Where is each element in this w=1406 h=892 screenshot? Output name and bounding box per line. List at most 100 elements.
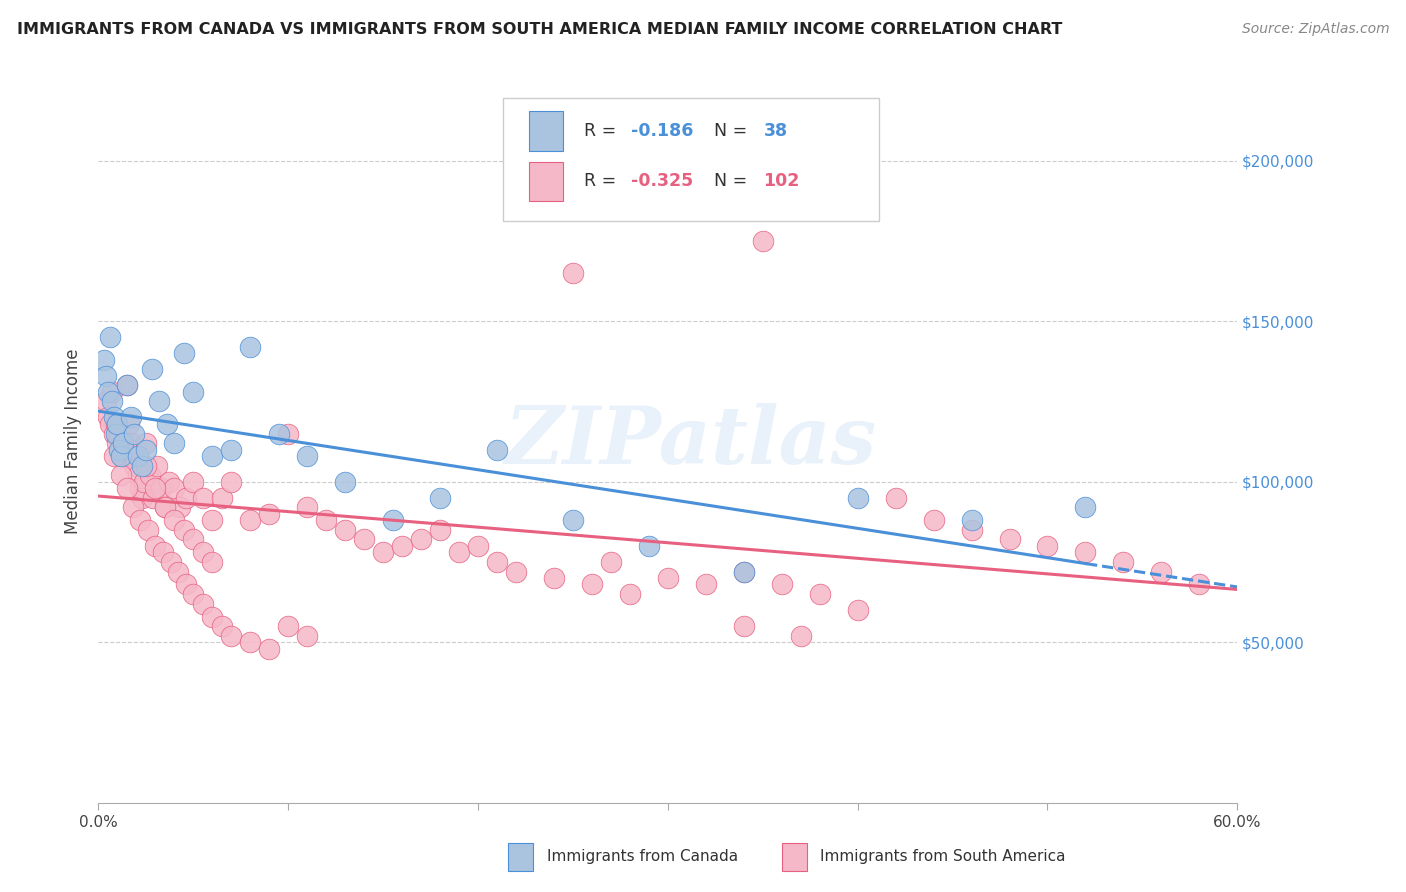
Point <box>125 442 148 457</box>
Text: N =: N = <box>703 122 752 140</box>
Point <box>135 458 157 473</box>
Point <box>98 417 121 431</box>
Point <box>142 491 165 505</box>
Point <box>93 352 115 367</box>
Point <box>103 410 125 425</box>
Point <box>98 330 121 344</box>
Point <box>167 565 190 579</box>
Point <box>135 436 157 450</box>
Point <box>94 368 117 383</box>
Point <box>156 417 179 431</box>
Point <box>120 410 142 425</box>
Text: Source: ZipAtlas.com: Source: ZipAtlas.com <box>1241 22 1389 37</box>
Point <box>657 571 679 585</box>
Point <box>1188 577 1211 591</box>
Point <box>297 449 319 463</box>
Point <box>135 442 157 457</box>
Point <box>259 507 281 521</box>
Point <box>790 629 813 643</box>
Point <box>562 513 585 527</box>
Point <box>733 565 755 579</box>
Point <box>884 491 907 505</box>
Point <box>127 468 149 483</box>
FancyBboxPatch shape <box>509 843 533 871</box>
Point <box>107 436 129 450</box>
Point <box>153 500 176 515</box>
Point <box>131 458 153 473</box>
Point <box>110 468 132 483</box>
Point <box>112 436 135 450</box>
Point <box>211 491 233 505</box>
Point <box>619 587 641 601</box>
Point <box>391 539 413 553</box>
Point <box>121 449 143 463</box>
Point <box>141 362 163 376</box>
Point <box>118 417 141 431</box>
Y-axis label: Median Family Income: Median Family Income <box>65 349 83 534</box>
Point <box>104 426 127 441</box>
FancyBboxPatch shape <box>529 111 562 151</box>
Point <box>100 384 122 399</box>
Text: IMMIGRANTS FROM CANADA VS IMMIGRANTS FROM SOUTH AMERICA MEDIAN FAMILY INCOME COR: IMMIGRANTS FROM CANADA VS IMMIGRANTS FRO… <box>17 22 1063 37</box>
Point <box>922 513 945 527</box>
Point <box>174 577 197 591</box>
Point <box>129 513 152 527</box>
Point <box>127 449 149 463</box>
Point <box>733 619 755 633</box>
Point <box>108 442 131 457</box>
Point <box>157 475 180 489</box>
FancyBboxPatch shape <box>503 98 879 221</box>
Point <box>1074 545 1097 559</box>
Text: R =: R = <box>583 172 621 190</box>
Text: N =: N = <box>703 172 752 190</box>
Point <box>129 481 152 495</box>
Point <box>846 491 869 505</box>
Point <box>97 384 120 399</box>
Point <box>381 513 404 527</box>
Point <box>110 449 132 463</box>
Point <box>100 394 122 409</box>
Point <box>110 449 132 463</box>
Point <box>163 513 186 527</box>
Point <box>107 417 129 431</box>
Point <box>239 513 262 527</box>
Point <box>221 442 243 457</box>
Point <box>695 577 717 591</box>
Point <box>600 555 623 569</box>
Point <box>221 629 243 643</box>
Point <box>846 603 869 617</box>
Point <box>467 539 489 553</box>
Text: R =: R = <box>583 122 621 140</box>
Point <box>770 577 793 591</box>
Point <box>115 481 138 495</box>
Point <box>201 449 224 463</box>
Point <box>277 619 299 633</box>
Point <box>429 523 451 537</box>
Point <box>808 587 831 601</box>
Point <box>486 442 509 457</box>
Point <box>173 523 195 537</box>
Point <box>104 417 127 431</box>
Point <box>103 449 125 463</box>
Point <box>174 491 197 505</box>
Text: Immigrants from South America: Immigrants from South America <box>821 849 1066 864</box>
Point <box>169 500 191 515</box>
Point <box>960 523 983 537</box>
Point <box>371 545 394 559</box>
Point <box>120 436 142 450</box>
Point <box>183 587 205 601</box>
Point <box>297 500 319 515</box>
Point <box>191 491 214 505</box>
Point <box>94 394 117 409</box>
Point <box>201 609 224 624</box>
Point <box>239 635 262 649</box>
Point <box>163 481 186 495</box>
Point <box>581 577 603 591</box>
Point <box>145 481 167 495</box>
Point <box>97 410 120 425</box>
Text: 38: 38 <box>763 122 787 140</box>
Point <box>183 384 205 399</box>
Point <box>201 555 224 569</box>
Point <box>183 475 205 489</box>
Point <box>191 545 214 559</box>
